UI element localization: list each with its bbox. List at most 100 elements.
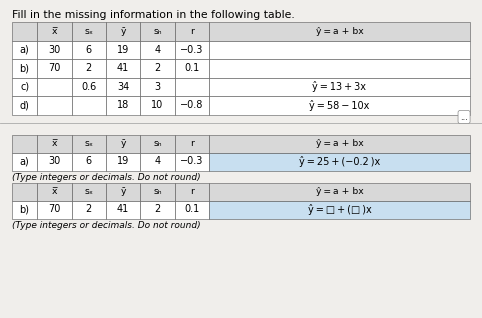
Bar — [37, 135, 71, 153]
Bar — [209, 183, 470, 201]
Bar — [106, 96, 140, 114]
Text: 2: 2 — [86, 63, 92, 73]
Bar — [71, 183, 106, 201]
Bar — [140, 22, 174, 40]
Text: a): a) — [20, 156, 29, 167]
Bar — [12, 201, 37, 218]
Text: ŷ = a + bx: ŷ = a + bx — [316, 139, 363, 148]
Text: b): b) — [20, 204, 29, 215]
Text: sₓ: sₓ — [84, 139, 93, 148]
Text: −0.3: −0.3 — [180, 45, 203, 55]
Bar — [12, 183, 37, 201]
Bar — [106, 201, 140, 218]
Bar — [174, 40, 209, 59]
Bar — [12, 40, 37, 59]
Text: 41: 41 — [117, 204, 129, 215]
Text: 2: 2 — [154, 204, 161, 215]
Bar — [37, 59, 71, 78]
Text: 18: 18 — [117, 100, 129, 110]
Text: 6: 6 — [86, 156, 92, 167]
Text: −0.8: −0.8 — [180, 100, 203, 110]
Bar — [106, 135, 140, 153]
Text: 4: 4 — [154, 45, 161, 55]
Text: 34: 34 — [117, 82, 129, 92]
Text: 30: 30 — [48, 45, 60, 55]
Text: ȳ: ȳ — [120, 139, 126, 148]
Text: sₓ: sₓ — [84, 27, 93, 36]
Bar — [174, 201, 209, 218]
Text: Fill in the missing information in the following table.: Fill in the missing information in the f… — [12, 10, 295, 20]
Bar — [209, 40, 470, 59]
Text: 70: 70 — [48, 63, 61, 73]
Text: ...: ... — [460, 113, 468, 121]
Text: ŷ = 25 + (−0.2 )x: ŷ = 25 + (−0.2 )x — [299, 156, 380, 167]
Text: 30: 30 — [48, 156, 60, 167]
Bar — [140, 78, 174, 96]
Bar — [12, 96, 37, 114]
Bar — [71, 59, 106, 78]
Bar — [174, 135, 209, 153]
Bar — [174, 59, 209, 78]
Text: ŷ = 13 + 3x: ŷ = 13 + 3x — [312, 81, 366, 92]
Bar — [12, 22, 37, 40]
Bar — [140, 59, 174, 78]
Text: sₕ: sₕ — [153, 139, 162, 148]
Bar — [71, 78, 106, 96]
Bar — [209, 59, 470, 78]
Bar — [140, 201, 174, 218]
Text: 2: 2 — [86, 204, 92, 215]
Text: ŷ = a + bx: ŷ = a + bx — [316, 187, 363, 196]
Bar — [140, 183, 174, 201]
Bar — [174, 96, 209, 114]
Bar — [106, 183, 140, 201]
Text: x̅: x̅ — [52, 139, 57, 148]
Bar — [209, 201, 470, 218]
Text: ȳ: ȳ — [120, 187, 126, 196]
Text: r: r — [190, 27, 194, 36]
Text: 0.1: 0.1 — [184, 63, 200, 73]
Text: 70: 70 — [48, 204, 61, 215]
Bar — [174, 78, 209, 96]
Bar — [106, 153, 140, 170]
Bar — [12, 59, 37, 78]
Bar — [174, 183, 209, 201]
Text: sₕ: sₕ — [153, 27, 162, 36]
Text: r: r — [190, 187, 194, 196]
Bar — [37, 153, 71, 170]
Bar — [37, 78, 71, 96]
Bar — [12, 153, 37, 170]
Bar — [209, 22, 470, 40]
Text: (Type integers or decimals. Do not round): (Type integers or decimals. Do not round… — [12, 220, 201, 230]
Bar — [106, 78, 140, 96]
Text: sₓ: sₓ — [84, 187, 93, 196]
Bar — [106, 22, 140, 40]
Bar — [37, 201, 71, 218]
Text: 19: 19 — [117, 45, 129, 55]
Bar — [37, 183, 71, 201]
Text: x̅: x̅ — [52, 187, 57, 196]
Text: d): d) — [20, 100, 29, 110]
Text: 2: 2 — [154, 63, 161, 73]
Text: 0.1: 0.1 — [184, 204, 200, 215]
Bar — [174, 22, 209, 40]
Bar — [106, 59, 140, 78]
Text: ŷ = 58 − 10x: ŷ = 58 − 10x — [309, 100, 370, 111]
Text: c): c) — [20, 82, 29, 92]
Bar — [209, 96, 470, 114]
Text: 41: 41 — [117, 63, 129, 73]
Bar — [209, 153, 470, 170]
Bar — [174, 153, 209, 170]
Bar — [12, 135, 37, 153]
Text: 0.6: 0.6 — [81, 82, 96, 92]
Bar — [37, 22, 71, 40]
Text: x̅: x̅ — [52, 27, 57, 36]
Text: ȳ: ȳ — [120, 27, 126, 36]
Text: a): a) — [20, 45, 29, 55]
Text: ŷ = a + bx: ŷ = a + bx — [316, 27, 363, 36]
Text: ŷ = □ + (□ )x: ŷ = □ + (□ )x — [308, 204, 371, 215]
Text: (Type integers or decimals. Do not round): (Type integers or decimals. Do not round… — [12, 172, 201, 182]
Bar — [37, 40, 71, 59]
Bar — [140, 153, 174, 170]
Text: −0.3: −0.3 — [180, 156, 203, 167]
Bar — [106, 40, 140, 59]
